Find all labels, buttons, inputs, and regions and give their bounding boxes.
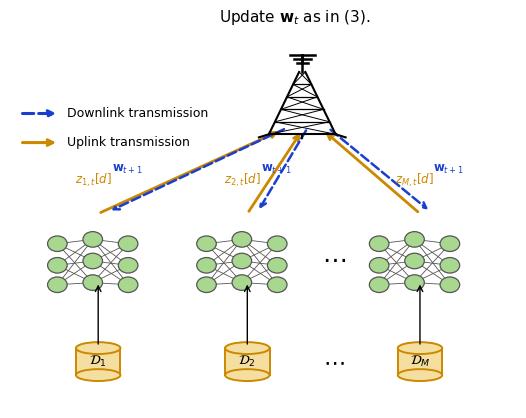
Circle shape <box>404 253 424 269</box>
Circle shape <box>404 275 424 291</box>
Circle shape <box>47 277 67 293</box>
Text: $z_{2,t}[d]$: $z_{2,t}[d]$ <box>224 171 260 189</box>
Text: $\mathbf{w}_{t+1}$: $\mathbf{w}_{t+1}$ <box>433 163 464 176</box>
Bar <box>225 348 269 375</box>
Text: $z_{1,t}[d]$: $z_{1,t}[d]$ <box>75 171 112 189</box>
Circle shape <box>369 257 389 273</box>
Bar <box>398 348 442 375</box>
Circle shape <box>232 275 251 291</box>
Text: Downlink transmission: Downlink transmission <box>67 107 208 120</box>
Circle shape <box>47 236 67 252</box>
Ellipse shape <box>225 369 269 381</box>
Circle shape <box>83 253 103 269</box>
Text: $\cdots$: $\cdots$ <box>323 352 345 372</box>
Circle shape <box>440 257 460 273</box>
Circle shape <box>267 257 287 273</box>
Text: $\cdots$: $\cdots$ <box>321 247 346 271</box>
Text: $z_{M,t}[d]$: $z_{M,t}[d]$ <box>396 171 434 189</box>
Circle shape <box>404 232 424 247</box>
Text: $\mathbf{w}_{t+1}$: $\mathbf{w}_{t+1}$ <box>112 163 143 176</box>
Circle shape <box>440 277 460 293</box>
Text: $\mathbf{w}_{t+1}$: $\mathbf{w}_{t+1}$ <box>261 163 291 176</box>
Circle shape <box>83 232 103 247</box>
Ellipse shape <box>225 342 269 354</box>
Circle shape <box>47 257 67 273</box>
Ellipse shape <box>76 369 120 381</box>
Circle shape <box>118 257 138 273</box>
Circle shape <box>197 257 216 273</box>
Circle shape <box>267 277 287 293</box>
Circle shape <box>118 277 138 293</box>
Text: $\mathcal{D}_1$: $\mathcal{D}_1$ <box>89 354 107 370</box>
Circle shape <box>232 232 251 247</box>
Circle shape <box>369 236 389 252</box>
Circle shape <box>197 236 216 252</box>
Circle shape <box>118 236 138 252</box>
Circle shape <box>440 236 460 252</box>
Text: Uplink transmission: Uplink transmission <box>67 136 190 149</box>
Circle shape <box>232 253 251 269</box>
Ellipse shape <box>76 342 120 354</box>
Ellipse shape <box>398 342 442 354</box>
Text: $\mathcal{D}_2$: $\mathcal{D}_2$ <box>238 354 256 370</box>
Text: $\mathcal{D}_M$: $\mathcal{D}_M$ <box>410 354 430 370</box>
Bar <box>76 348 120 375</box>
Ellipse shape <box>398 369 442 381</box>
Circle shape <box>369 277 389 293</box>
Circle shape <box>83 275 103 291</box>
Text: Update $\mathbf{w}_t$ as in (3).: Update $\mathbf{w}_t$ as in (3). <box>219 8 370 27</box>
Circle shape <box>197 277 216 293</box>
Circle shape <box>267 236 287 252</box>
